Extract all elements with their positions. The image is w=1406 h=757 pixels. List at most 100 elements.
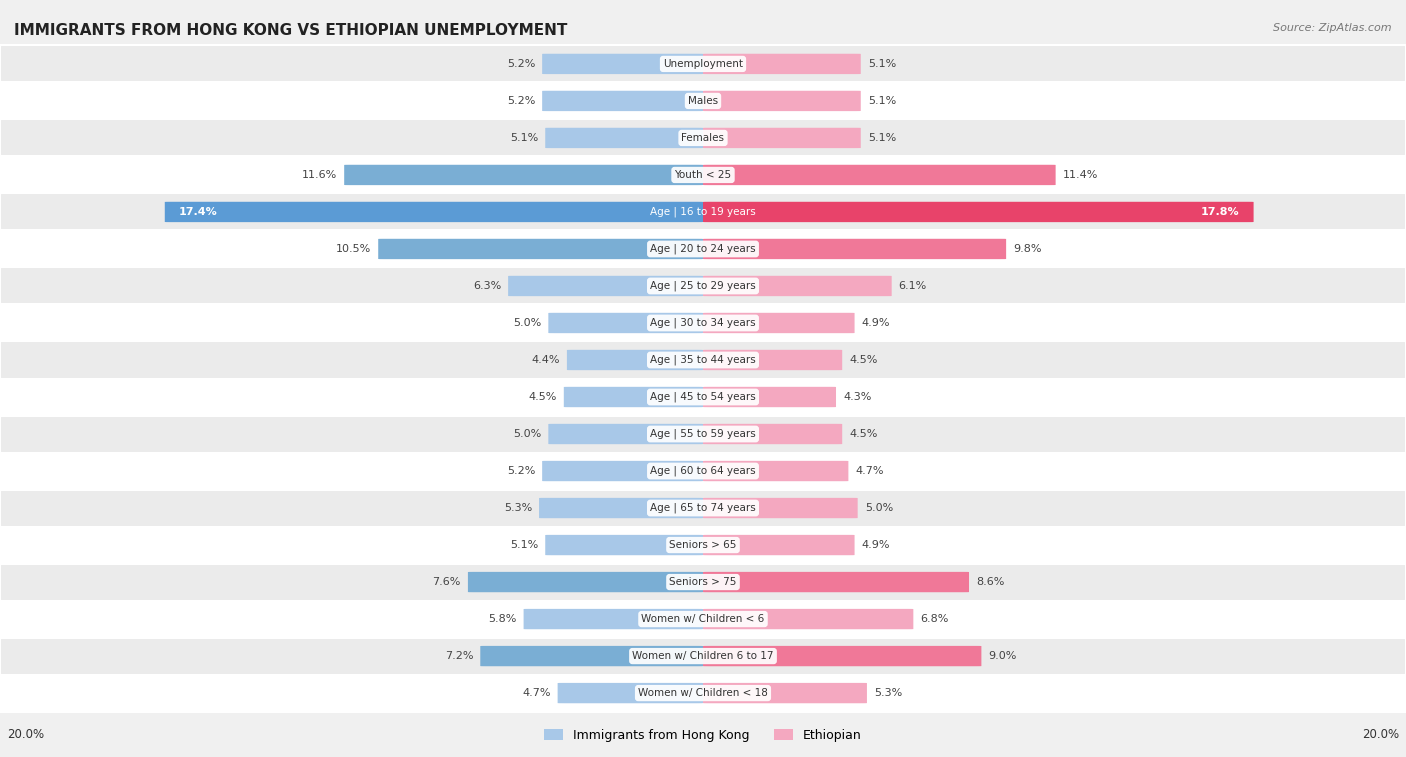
Text: 10.5%: 10.5%: [336, 244, 371, 254]
FancyBboxPatch shape: [703, 461, 848, 481]
Text: 5.3%: 5.3%: [875, 688, 903, 698]
FancyBboxPatch shape: [543, 461, 703, 481]
Text: Age | 25 to 29 years: Age | 25 to 29 years: [650, 281, 756, 291]
Text: 20.0%: 20.0%: [7, 727, 44, 741]
FancyBboxPatch shape: [703, 202, 1254, 222]
FancyBboxPatch shape: [703, 276, 891, 296]
Text: 4.5%: 4.5%: [849, 429, 877, 439]
Text: Youth < 25: Youth < 25: [675, 170, 731, 180]
FancyBboxPatch shape: [703, 313, 855, 333]
FancyBboxPatch shape: [703, 350, 842, 370]
FancyBboxPatch shape: [703, 238, 1007, 259]
Bar: [0, 230, 1406, 267]
Text: 5.8%: 5.8%: [488, 614, 516, 624]
Bar: [0, 563, 1406, 600]
Bar: [0, 637, 1406, 674]
Text: 4.5%: 4.5%: [849, 355, 877, 365]
FancyBboxPatch shape: [468, 572, 703, 592]
FancyBboxPatch shape: [564, 387, 703, 407]
FancyBboxPatch shape: [703, 165, 1056, 185]
Text: 4.4%: 4.4%: [531, 355, 560, 365]
FancyBboxPatch shape: [543, 54, 703, 74]
Text: Seniors > 75: Seniors > 75: [669, 577, 737, 587]
Text: 6.1%: 6.1%: [898, 281, 927, 291]
FancyBboxPatch shape: [703, 646, 981, 666]
FancyBboxPatch shape: [703, 498, 858, 519]
Text: 5.2%: 5.2%: [506, 466, 536, 476]
Text: 5.2%: 5.2%: [506, 59, 536, 69]
Bar: [0, 194, 1406, 230]
FancyBboxPatch shape: [548, 424, 703, 444]
Text: 5.1%: 5.1%: [510, 133, 538, 143]
FancyBboxPatch shape: [703, 535, 855, 555]
Text: 5.1%: 5.1%: [868, 96, 896, 106]
FancyBboxPatch shape: [523, 609, 703, 629]
FancyBboxPatch shape: [558, 683, 703, 703]
FancyBboxPatch shape: [165, 202, 703, 222]
Text: 20.0%: 20.0%: [1362, 727, 1399, 741]
Legend: Immigrants from Hong Kong, Ethiopian: Immigrants from Hong Kong, Ethiopian: [538, 724, 868, 747]
Text: Age | 45 to 54 years: Age | 45 to 54 years: [650, 392, 756, 402]
Bar: [0, 416, 1406, 453]
Text: Women w/ Children < 6: Women w/ Children < 6: [641, 614, 765, 624]
Bar: [0, 83, 1406, 120]
FancyBboxPatch shape: [546, 535, 703, 555]
Bar: [0, 45, 1406, 83]
Text: 9.8%: 9.8%: [1014, 244, 1042, 254]
Text: Males: Males: [688, 96, 718, 106]
Bar: [0, 304, 1406, 341]
Text: 5.3%: 5.3%: [503, 503, 531, 513]
FancyBboxPatch shape: [344, 165, 703, 185]
FancyBboxPatch shape: [548, 313, 703, 333]
FancyBboxPatch shape: [703, 54, 860, 74]
Text: 5.2%: 5.2%: [506, 96, 536, 106]
Text: Age | 55 to 59 years: Age | 55 to 59 years: [650, 428, 756, 439]
Text: 5.1%: 5.1%: [868, 59, 896, 69]
Text: 9.0%: 9.0%: [988, 651, 1017, 661]
Text: 17.8%: 17.8%: [1201, 207, 1240, 217]
FancyBboxPatch shape: [481, 646, 703, 666]
Text: Age | 20 to 24 years: Age | 20 to 24 years: [650, 244, 756, 254]
Text: 5.1%: 5.1%: [868, 133, 896, 143]
Text: 5.0%: 5.0%: [865, 503, 893, 513]
FancyBboxPatch shape: [538, 498, 703, 519]
Text: 5.0%: 5.0%: [513, 318, 541, 328]
Text: 5.1%: 5.1%: [510, 540, 538, 550]
Bar: [0, 674, 1406, 712]
Text: 11.4%: 11.4%: [1063, 170, 1098, 180]
FancyBboxPatch shape: [703, 609, 914, 629]
Bar: [0, 490, 1406, 527]
Text: Age | 30 to 34 years: Age | 30 to 34 years: [650, 318, 756, 329]
Bar: [0, 120, 1406, 157]
Text: IMMIGRANTS FROM HONG KONG VS ETHIOPIAN UNEMPLOYMENT: IMMIGRANTS FROM HONG KONG VS ETHIOPIAN U…: [14, 23, 568, 38]
Text: 4.3%: 4.3%: [844, 392, 872, 402]
Bar: [0, 527, 1406, 563]
Text: Women w/ Children 6 to 17: Women w/ Children 6 to 17: [633, 651, 773, 661]
FancyBboxPatch shape: [703, 572, 969, 592]
Bar: [0, 267, 1406, 304]
FancyBboxPatch shape: [703, 387, 837, 407]
FancyBboxPatch shape: [703, 91, 860, 111]
Text: Source: ZipAtlas.com: Source: ZipAtlas.com: [1274, 23, 1392, 33]
Text: 6.3%: 6.3%: [472, 281, 501, 291]
Text: 8.6%: 8.6%: [976, 577, 1004, 587]
Text: 4.9%: 4.9%: [862, 318, 890, 328]
FancyBboxPatch shape: [378, 238, 703, 259]
Bar: [0, 600, 1406, 637]
FancyBboxPatch shape: [703, 424, 842, 444]
Text: 17.4%: 17.4%: [179, 207, 218, 217]
Text: Unemployment: Unemployment: [664, 59, 742, 69]
FancyBboxPatch shape: [546, 128, 703, 148]
Bar: [0, 157, 1406, 194]
Text: 6.8%: 6.8%: [921, 614, 949, 624]
Text: Females: Females: [682, 133, 724, 143]
Text: 7.6%: 7.6%: [433, 577, 461, 587]
Text: Age | 16 to 19 years: Age | 16 to 19 years: [650, 207, 756, 217]
FancyBboxPatch shape: [543, 91, 703, 111]
Text: Age | 65 to 74 years: Age | 65 to 74 years: [650, 503, 756, 513]
FancyBboxPatch shape: [567, 350, 703, 370]
Text: 4.7%: 4.7%: [522, 688, 551, 698]
Text: Age | 60 to 64 years: Age | 60 to 64 years: [650, 466, 756, 476]
Text: 7.2%: 7.2%: [444, 651, 474, 661]
Text: Age | 35 to 44 years: Age | 35 to 44 years: [650, 355, 756, 365]
